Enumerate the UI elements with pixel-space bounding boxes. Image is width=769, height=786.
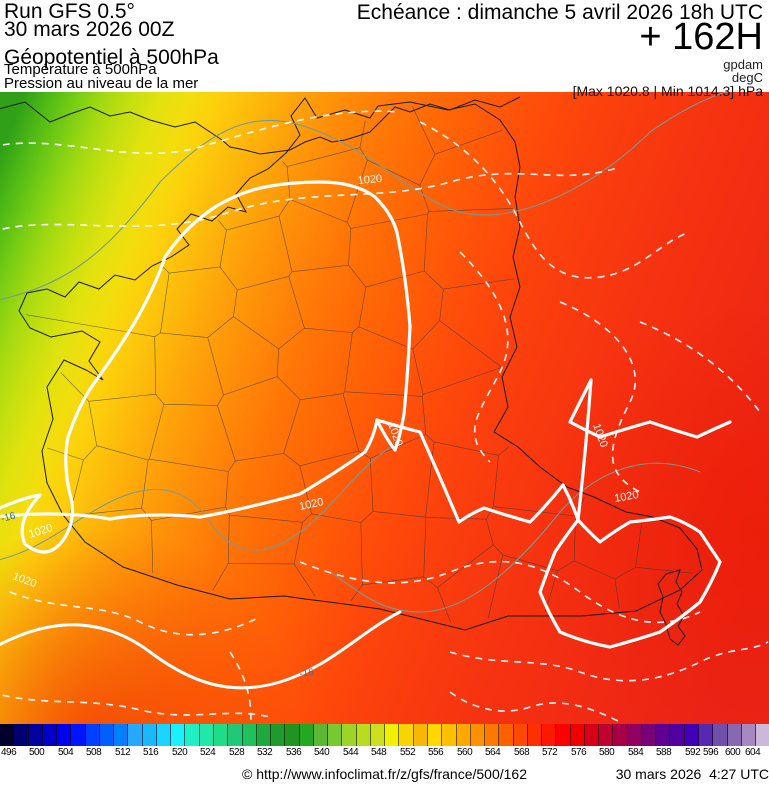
svg-text:1020: 1020 [298,496,324,513]
svg-text:1020: 1020 [11,571,38,591]
svg-text:-16: -16 [0,510,17,524]
svg-text:1020: 1020 [613,489,639,505]
svg-text:-16: -16 [299,667,315,680]
svg-text:1020: 1020 [357,173,382,187]
